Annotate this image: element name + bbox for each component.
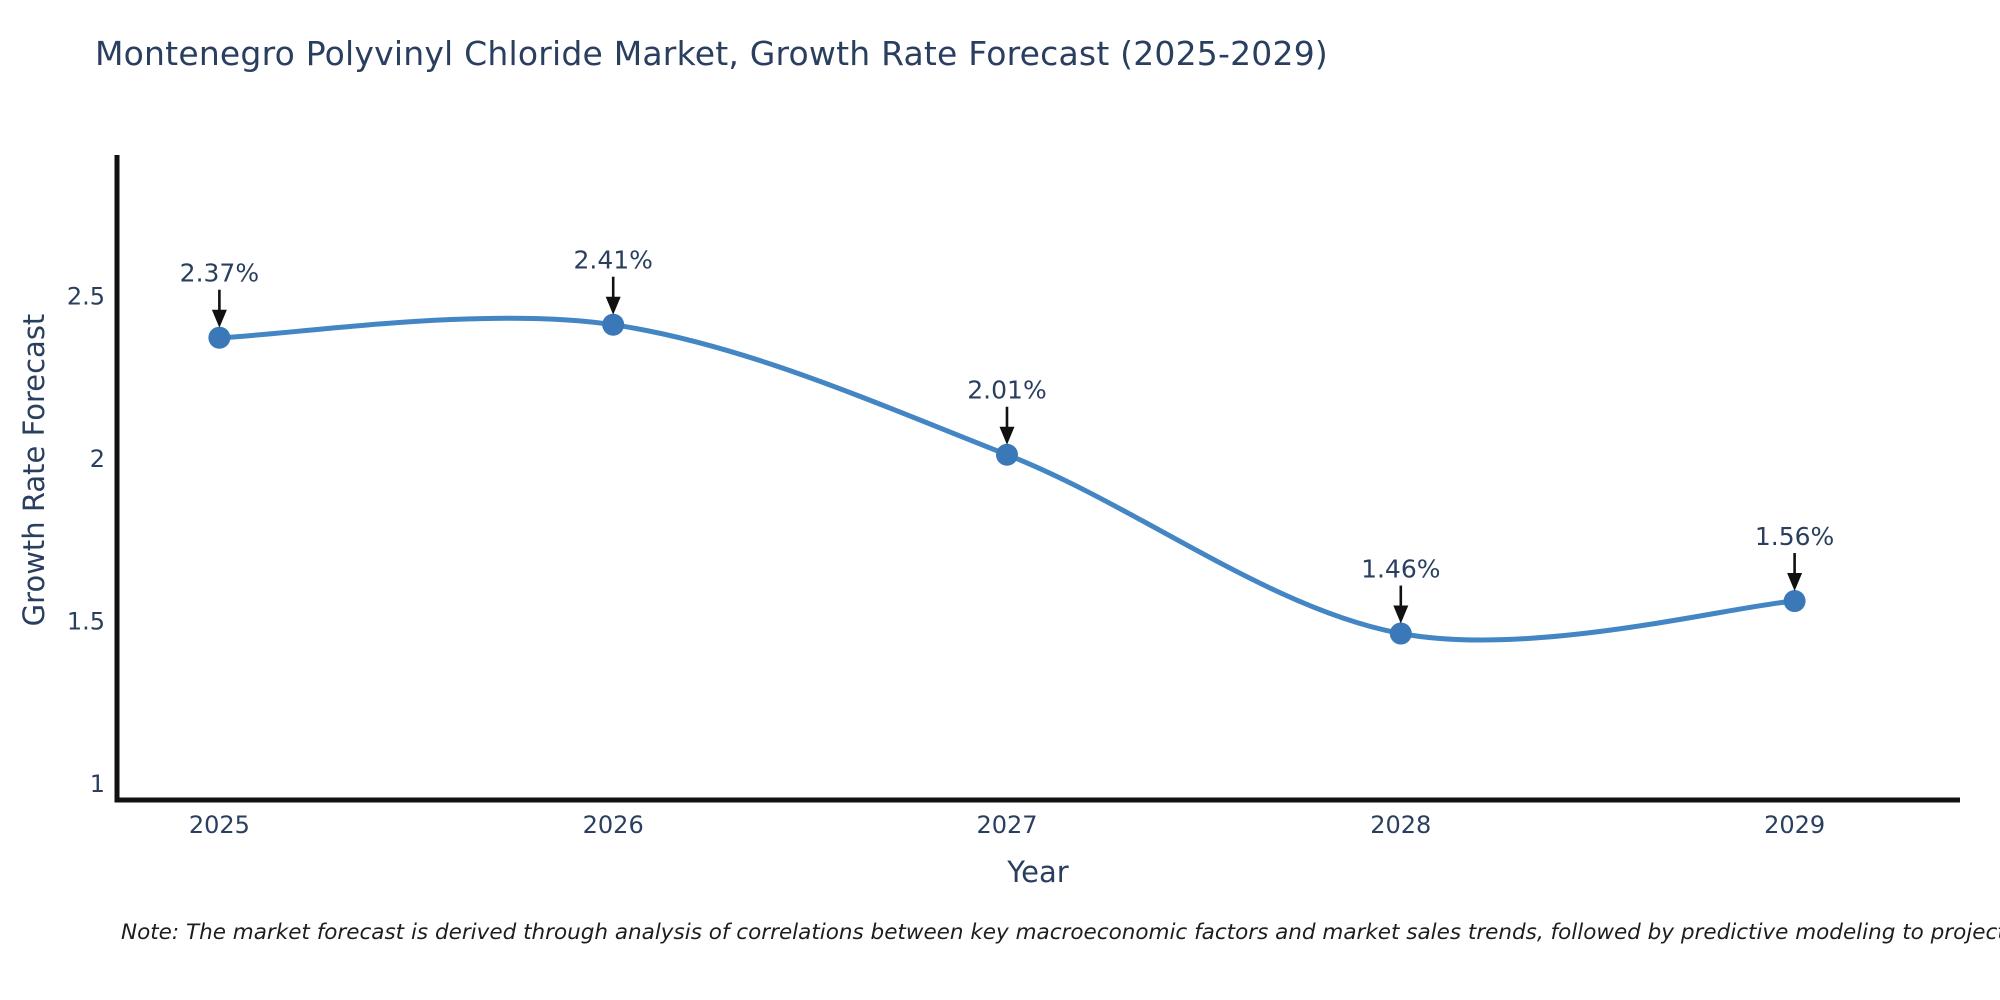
x-axis-title: Year	[1007, 855, 1069, 889]
annotation-label: 1.56%	[1755, 522, 1834, 551]
y-tick-label: 2.5	[67, 282, 105, 310]
trend-line	[216, 315, 1798, 643]
data-point-marker	[1783, 590, 1806, 613]
annotation-arrowhead	[999, 426, 1015, 445]
x-tick-label: 2026	[583, 811, 644, 839]
annotation-arrowhead	[605, 296, 621, 315]
data-point-marker	[995, 443, 1018, 466]
x-tick-label: 2028	[1370, 811, 1431, 839]
y-tick-label: 1	[90, 770, 105, 798]
y-tick-label: 2	[90, 445, 105, 473]
chart-title: Montenegro Polyvinyl Chloride Market, Gr…	[95, 34, 1328, 73]
data-point-marker	[602, 313, 625, 336]
x-tick-label: 2027	[976, 811, 1037, 839]
annotation-arrowhead	[1393, 605, 1409, 624]
x-tick-label: 2025	[189, 811, 250, 839]
footnote: Note: The market forecast is derived thr…	[121, 920, 2000, 945]
annotation-label: 2.01%	[967, 376, 1046, 405]
y-axis-title: Growth Rate Forecast	[17, 313, 51, 627]
annotation-label: 2.41%	[573, 246, 652, 275]
annotation-label: 2.37%	[180, 259, 259, 288]
annotation-arrowhead	[211, 309, 227, 328]
annotation-label: 1.46%	[1361, 555, 1440, 584]
annotation-arrowhead	[1787, 573, 1803, 592]
y-tick-label: 1.5	[67, 608, 105, 636]
data-point-marker	[1389, 622, 1412, 645]
x-tick-label: 2029	[1764, 811, 1825, 839]
data-point-marker	[208, 326, 231, 349]
